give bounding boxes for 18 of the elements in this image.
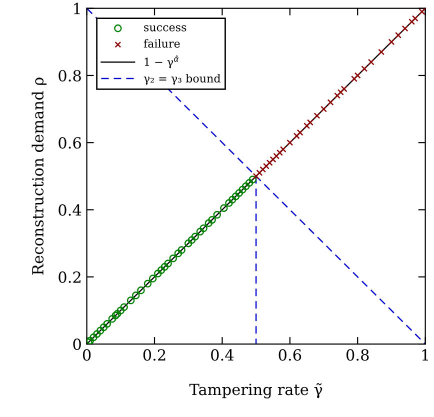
y-tick-label: 0.2 xyxy=(58,271,80,283)
x-tick-label: 0.2 xyxy=(143,349,166,361)
legend-label: failure xyxy=(144,39,180,48)
y-axis-title: Reconstruction demand ρ xyxy=(32,78,47,275)
y-tick-label: 1 xyxy=(74,2,80,14)
x-tick-label: 0 xyxy=(82,349,91,361)
legend-label: 1 − γ$^{α̂}$ xyxy=(144,55,179,68)
y-tick-label: 0.6 xyxy=(58,137,81,149)
x-tick-label: 1 xyxy=(422,349,428,360)
legend-label: success xyxy=(144,25,186,32)
x-axis-title: Tampering rate γ̃ xyxy=(189,383,322,398)
x-tick-label: 0.4 xyxy=(211,349,234,361)
legend-label: γ₂ = γ₃ bound xyxy=(144,74,220,85)
x-tick-label: 0.8 xyxy=(346,349,369,361)
y-tick-label: 0.4 xyxy=(58,204,82,216)
x-tick-label: 0.6 xyxy=(278,349,302,361)
y-tick-label: 0 xyxy=(73,338,81,350)
y-tick-label: 0.8 xyxy=(58,70,81,82)
